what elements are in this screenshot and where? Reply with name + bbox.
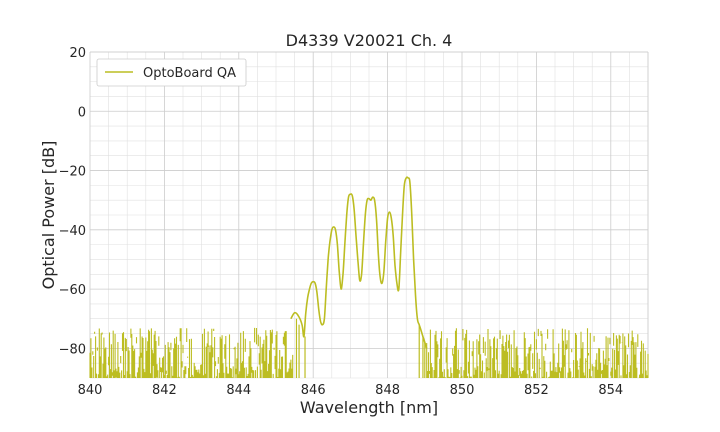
x-tick-label: 850 <box>450 383 475 398</box>
x-tick-label: 846 <box>301 383 326 398</box>
x-tick-label: 848 <box>375 383 400 398</box>
x-tick-label: 854 <box>598 383 623 398</box>
x-tick-labels: 840 842 844 846 848 850 852 854 <box>78 383 624 398</box>
y-tick-label: −80 <box>59 342 86 357</box>
grid <box>89 51 649 379</box>
noise-floor <box>89 327 649 378</box>
y-tick-label: 20 <box>69 46 86 61</box>
y-tick-label: 0 <box>78 105 86 120</box>
y-tick-label: −40 <box>59 224 86 239</box>
y-tick-label: −20 <box>59 165 86 180</box>
x-tick-label: 852 <box>524 383 549 398</box>
x-tick-label: 840 <box>78 383 103 398</box>
y-axis-label: Optical Power [dB] <box>39 141 58 290</box>
x-tick-label: 844 <box>226 383 251 398</box>
y-tick-labels: 20 0 −20 −40 −60 −80 <box>59 46 86 357</box>
chart-title: D4339 V20021 Ch. 4 <box>286 31 453 50</box>
legend-label: OptoBoard QA <box>143 66 236 81</box>
series-line-optoboard-qa <box>290 176 428 349</box>
series-group <box>290 176 428 378</box>
legend-box <box>96 58 247 87</box>
legend: OptoBoard QA <box>96 58 247 87</box>
x-tick-label: 842 <box>152 383 177 398</box>
noise-floor-strokes <box>89 327 649 378</box>
x-axis-label: Wavelength [nm] <box>300 398 438 417</box>
y-tick-label: −60 <box>59 283 86 298</box>
